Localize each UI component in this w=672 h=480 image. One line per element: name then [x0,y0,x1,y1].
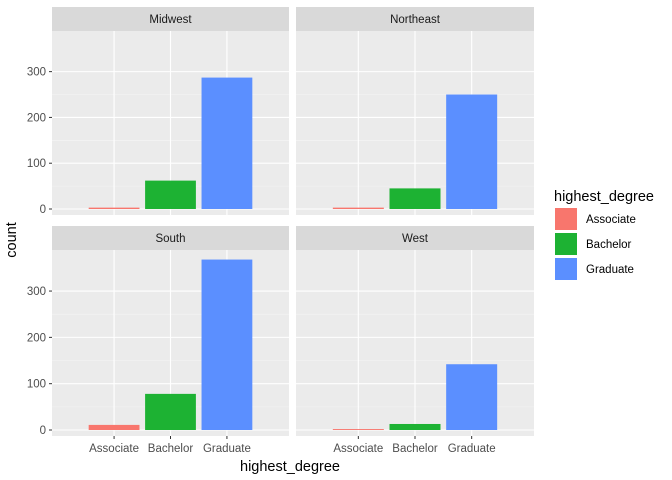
strip-label-west: West [402,233,429,245]
legend-label-associate: Associate [586,214,636,226]
legend-label-graduate: Graduate [586,264,634,276]
y-tick-label: 300 [27,67,46,79]
facet-west: West Associate Bachelor Graduate [296,226,534,455]
legend: highest_degree Associate Bachelor Graduate [554,189,654,280]
bar-midwest-bachelor [145,180,196,209]
legend-items: Associate Bachelor Graduate [555,208,636,280]
y-tick-label: 200 [27,332,46,344]
legend-key-bachelor [555,233,577,255]
legend-item-bachelor: Bachelor [555,233,632,255]
y-tick-label: 0 [40,204,46,216]
bar-midwest-associate [88,207,140,209]
y-tick-label: 0 [40,425,46,437]
strip-northeast [296,7,534,31]
bar-west-graduate [446,364,498,430]
bar-south-graduate [201,259,253,430]
facet-midwest: Midwest 0 100 200 300 [27,7,289,216]
bar-midwest-graduate [201,77,253,209]
facet-northeast: Northeast [296,7,534,215]
x-tick-label-bachelor: Bachelor [148,443,194,455]
bar-south-associate [88,424,140,430]
bar-northeast-graduate [446,94,498,209]
legend-item-associate: Associate [555,208,636,230]
bar-south-bachelor [145,393,196,430]
strip-label-northeast: Northeast [390,14,441,26]
x-tick-label-associate: Associate [333,443,383,455]
facet-south: South 0 100 200 300 Associate Bachelor Graduate [27,226,289,455]
bar-northeast-associate [332,207,384,209]
legend-key-associate [555,208,577,230]
y-tick-label: 300 [27,286,46,298]
bar-west-bachelor [389,423,441,430]
bar-northeast-bachelor [389,188,441,209]
y-tick-label: 200 [27,112,46,124]
facet-panels: Midwest 0 100 200 300 Northeast South 0 100 200 30… [27,7,534,455]
y-axis-title: count [4,222,20,257]
legend-key-graduate [555,258,577,280]
strip-midwest [52,7,289,31]
x-tick-label-associate: Associate [89,443,139,455]
strip-label-south: South [155,233,185,245]
legend-label-bachelor: Bachelor [586,239,632,251]
strip-label-midwest: Midwest [149,14,192,26]
x-tick-label-graduate: Graduate [448,443,496,455]
legend-item-graduate: Graduate [555,258,634,280]
y-tick-label: 100 [27,158,46,170]
strip-west [296,226,534,250]
x-tick-label-graduate: Graduate [203,443,251,455]
legend-title: highest_degree [554,189,654,205]
strip-south [52,226,289,250]
x-tick-label-bachelor: Bachelor [392,443,438,455]
y-tick-label: 100 [27,379,46,391]
bar-west-associate [332,429,384,430]
x-axis-title: highest_degree [240,459,340,475]
